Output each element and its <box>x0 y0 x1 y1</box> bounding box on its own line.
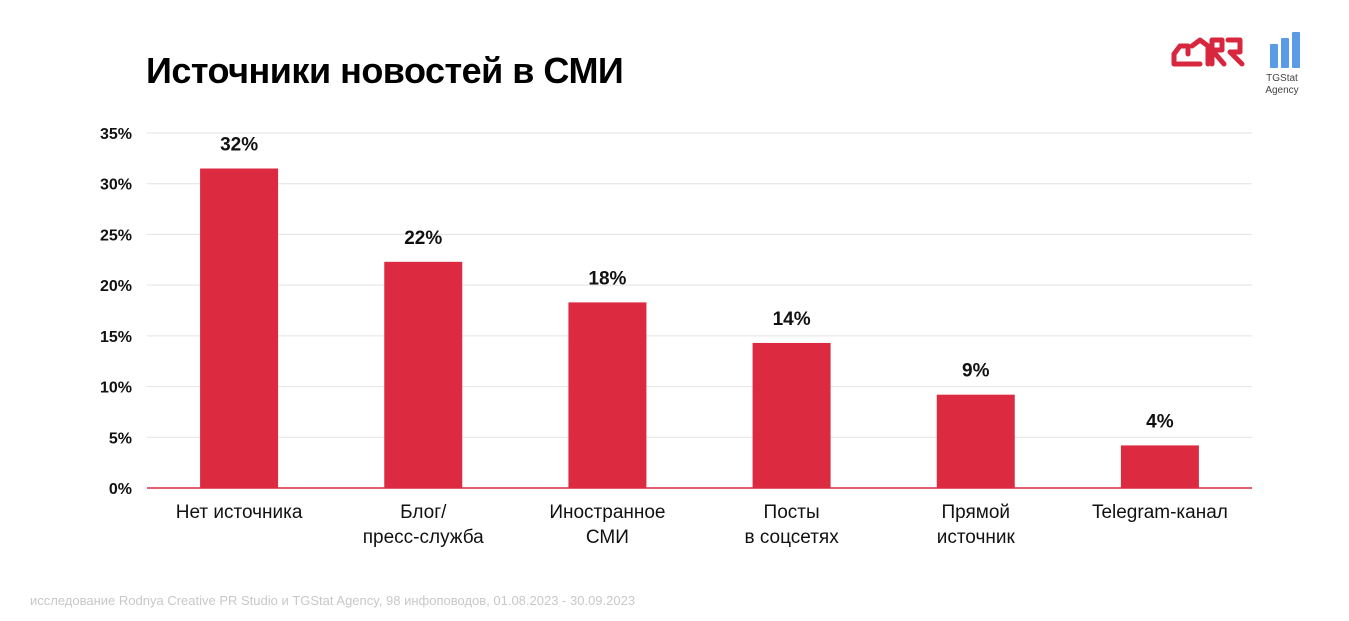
x-tick-label: Нет источника <box>176 502 303 523</box>
y-tick-label: 0% <box>109 481 132 498</box>
x-tick-label: в соцсетях <box>744 527 839 548</box>
bar <box>384 261 463 488</box>
y-tick-label: 30% <box>100 177 132 194</box>
y-tick-label: 15% <box>100 329 132 346</box>
page-title: Источники новостей в СМИ <box>146 50 624 91</box>
x-tick-label: источник <box>937 527 1016 548</box>
x-tick-label: Прямой <box>941 502 1010 523</box>
x-tick-label: Блог/ <box>400 502 447 523</box>
bar <box>568 302 647 488</box>
bar <box>200 168 279 488</box>
x-tick-label: Telegram-канал <box>1092 502 1228 523</box>
tgstat-logo-icon <box>1270 32 1300 68</box>
x-tick-label: Иностранное <box>549 502 665 523</box>
x-tick-label: Посты <box>764 502 820 523</box>
tgstat-logo-text: TGStat Agency <box>1262 73 1302 97</box>
bar <box>936 394 1015 488</box>
rodnya-logo-icon <box>1171 37 1245 67</box>
bar <box>1120 445 1199 488</box>
source-footnote: исследование Rodnya Creative PR Studio и… <box>30 593 636 608</box>
y-tick-label: 10% <box>100 380 132 397</box>
x-tick-label: пресс-служба <box>363 527 484 548</box>
y-tick-label: 5% <box>109 430 132 447</box>
data-label: 32% <box>220 135 258 156</box>
data-label: 4% <box>1146 411 1174 432</box>
x-tick-label: СМИ <box>586 527 629 548</box>
y-tick-label: 35% <box>100 126 132 143</box>
y-tick-label: 25% <box>100 227 132 244</box>
bar <box>752 342 831 488</box>
data-label: 9% <box>962 361 990 382</box>
tgstat-logo-line2: Agency <box>1265 85 1299 96</box>
tgstat-logo-line1: TGStat <box>1266 73 1298 84</box>
data-label: 22% <box>404 228 442 249</box>
data-label: 18% <box>588 268 626 289</box>
data-label: 14% <box>773 309 811 330</box>
y-tick-label: 20% <box>100 278 132 295</box>
